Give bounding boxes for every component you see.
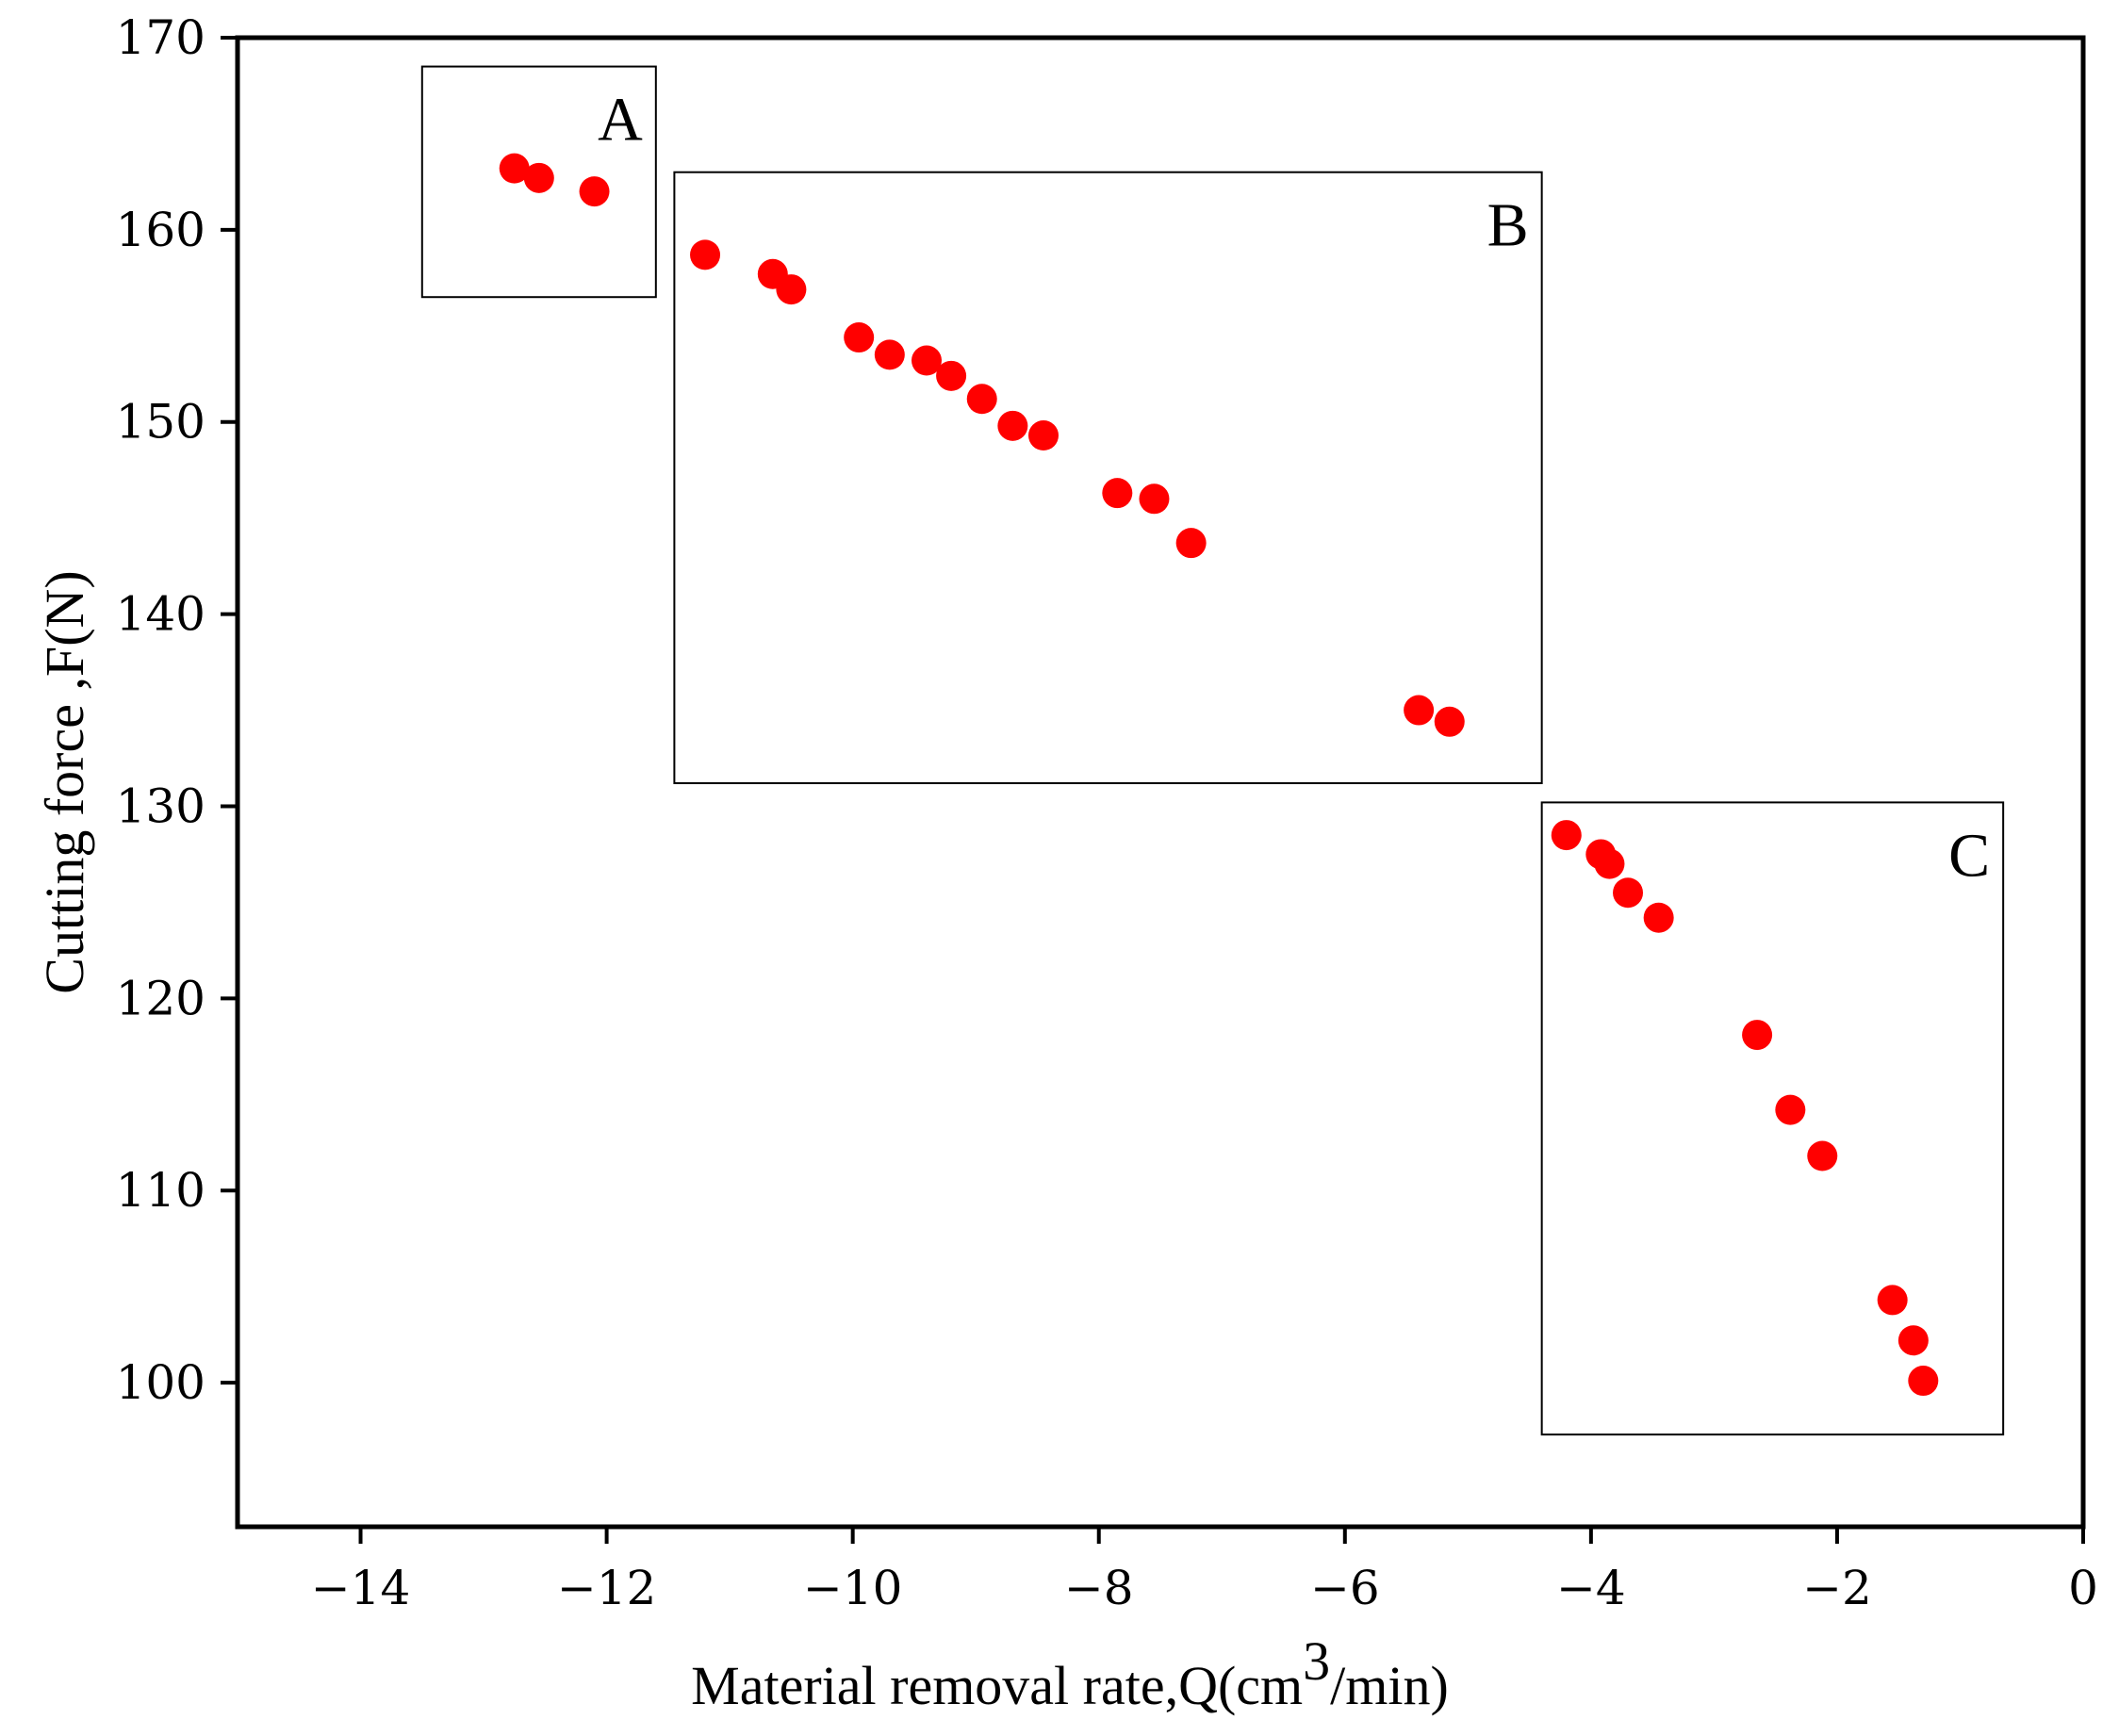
x-tick-label: 0 <box>2068 1561 2098 1615</box>
y-tick-label: 100 <box>116 1355 205 1410</box>
x-axis-title: Material removal rate,Q(cm3/min) <box>691 1630 1449 1716</box>
data-point <box>1434 706 1465 737</box>
x-axis-ticks: −14 −12 −10 −8 −6 −4 −2 0 <box>311 1527 2098 1615</box>
region-boxes: A B C <box>420 65 2005 1436</box>
data-point <box>1643 902 1674 933</box>
data-point <box>1404 695 1435 726</box>
data-point <box>1908 1366 1939 1397</box>
data-point <box>1102 478 1133 509</box>
data-point <box>1139 483 1170 515</box>
data-point <box>579 176 610 207</box>
y-tick-label: 110 <box>116 1163 205 1218</box>
y-tick-label: 130 <box>116 778 205 833</box>
x-tick-label: −8 <box>1064 1561 1134 1615</box>
data-point <box>936 360 967 391</box>
region-label-c: C <box>1948 821 1990 890</box>
plot-frame <box>235 35 2086 1530</box>
x-tick-label: −10 <box>803 1561 903 1615</box>
region-box-c <box>1540 801 2005 1436</box>
y-axis-title: Cutting force ,F(N) <box>34 570 95 993</box>
x-tick-label: −6 <box>1310 1561 1380 1615</box>
data-point <box>499 153 530 184</box>
data-point <box>523 162 554 193</box>
data-point <box>844 322 875 353</box>
data-point <box>1594 848 1625 879</box>
x-tick-label: −2 <box>1802 1561 1872 1615</box>
data-point <box>1551 820 1582 851</box>
region-label-b: B <box>1487 191 1529 260</box>
y-tick-label: 120 <box>116 971 205 1025</box>
y-tick-label: 160 <box>116 203 205 257</box>
y-tick-label: 170 <box>116 10 205 65</box>
data-point <box>690 239 721 270</box>
x-tick-label: −12 <box>557 1561 657 1615</box>
data-point <box>874 339 905 370</box>
data-point <box>776 274 807 305</box>
data-point <box>966 384 997 415</box>
region-box-b <box>673 171 1543 785</box>
y-tick-label: 150 <box>116 395 205 450</box>
x-axis-title-suffix: /min) <box>1330 1655 1449 1716</box>
x-tick-label: −4 <box>1556 1561 1626 1615</box>
data-point <box>1613 877 1644 909</box>
data-point <box>997 410 1028 441</box>
data-point <box>1775 1094 1806 1125</box>
region-label-a: A <box>598 86 643 155</box>
data-point <box>1877 1285 1908 1316</box>
region-box-a <box>420 65 657 299</box>
data-point <box>1742 1020 1773 1051</box>
x-axis-title-superscript: 3 <box>1303 1630 1330 1692</box>
x-tick-label: −14 <box>311 1561 411 1615</box>
y-tick-label: 140 <box>116 587 205 642</box>
data-point <box>1027 420 1059 451</box>
data-point <box>911 345 942 376</box>
data-points <box>499 153 1939 1397</box>
data-point <box>1807 1140 1838 1171</box>
data-point <box>1897 1325 1929 1356</box>
data-point <box>1175 528 1207 559</box>
y-axis-ticks: 100 110 120 130 140 150 160 170 <box>116 10 238 1410</box>
